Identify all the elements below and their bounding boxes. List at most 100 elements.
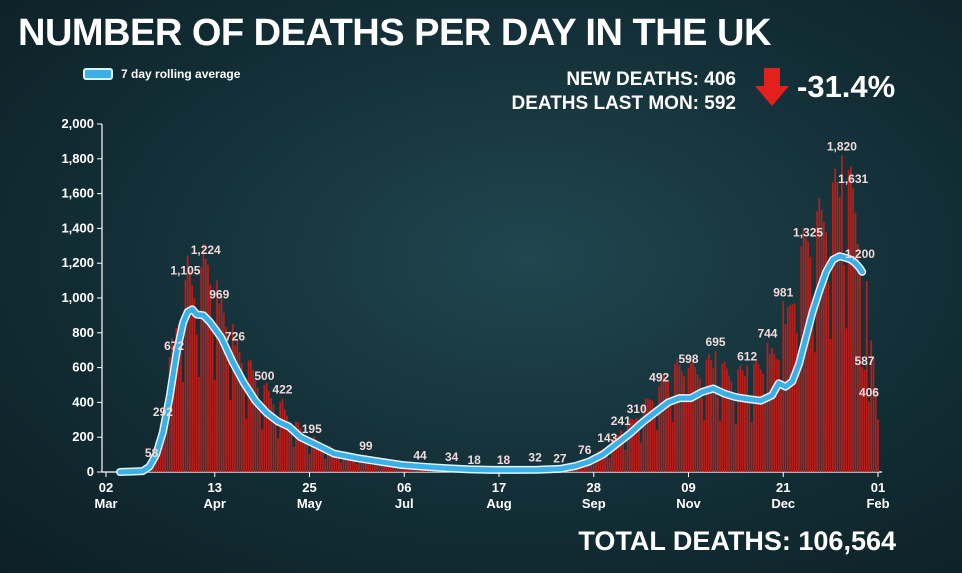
x-tick-label-month: May	[297, 496, 323, 511]
bar	[615, 435, 618, 472]
data-label: 672	[164, 339, 184, 353]
bar	[220, 295, 223, 472]
bar	[299, 427, 302, 472]
bar	[847, 170, 850, 472]
bar	[721, 363, 724, 472]
bar	[216, 280, 218, 472]
bar	[732, 401, 735, 472]
bar	[324, 458, 327, 472]
data-label: 58	[145, 446, 159, 460]
data-label: 18	[497, 453, 511, 467]
bar	[773, 353, 776, 472]
bar	[850, 166, 852, 472]
bar	[610, 438, 613, 472]
bar	[622, 441, 624, 472]
bar	[337, 457, 340, 472]
bar	[164, 413, 166, 472]
bar	[662, 375, 665, 472]
bar	[213, 380, 216, 472]
page-title: NUMBER OF DEATHS PER DAY IN THE UK	[18, 12, 771, 54]
x-tick-label-day: 02	[99, 480, 113, 495]
bar	[795, 332, 798, 472]
bar	[852, 188, 855, 472]
bar	[186, 255, 189, 472]
y-tick-label: 1,000	[61, 290, 94, 305]
data-label: 1,200	[845, 247, 875, 261]
bar	[859, 263, 861, 472]
bar	[360, 455, 363, 472]
bar	[243, 390, 245, 472]
bar	[342, 451, 345, 472]
y-tick-label: 2,000	[61, 116, 94, 131]
x-tick-label-month: Dec	[771, 496, 795, 511]
bar	[301, 432, 304, 472]
bar	[333, 451, 336, 472]
bar	[346, 452, 349, 472]
bar	[258, 407, 261, 472]
bar	[631, 419, 633, 472]
bar	[780, 380, 782, 472]
data-label: 1,325	[793, 225, 823, 239]
bar	[308, 454, 311, 472]
bar	[222, 312, 225, 472]
bar	[272, 404, 275, 472]
y-tick-label: 400	[72, 394, 94, 409]
bar	[658, 386, 661, 472]
last-mon-stat: DEATHS LAST MON: 592	[511, 93, 736, 114]
x-tick-label-day: 25	[302, 480, 316, 495]
bar	[209, 284, 212, 472]
bar	[288, 421, 291, 472]
bar	[599, 449, 602, 472]
new-deaths-stat: NEW DEATHS: 406	[566, 69, 736, 90]
bar	[640, 442, 643, 472]
bar	[177, 324, 180, 472]
bar	[180, 346, 182, 472]
bar	[707, 354, 710, 472]
bar	[854, 212, 857, 472]
bar	[340, 462, 342, 472]
bar	[606, 447, 609, 472]
data-label: 27	[553, 451, 567, 465]
bar	[825, 232, 827, 472]
bar	[798, 371, 800, 472]
bar	[836, 181, 839, 473]
data-label: 612	[737, 350, 757, 364]
bar	[739, 365, 742, 472]
bar	[753, 363, 755, 472]
bar	[166, 425, 169, 472]
bar	[710, 359, 712, 472]
rolling-average-path	[117, 253, 865, 475]
bar	[355, 463, 358, 472]
bar	[647, 398, 649, 472]
bar	[667, 382, 670, 472]
bar	[626, 422, 629, 472]
x-tick-label-day: 13	[208, 480, 222, 495]
data-label: 1,631	[838, 172, 868, 186]
bar	[703, 420, 706, 472]
bar	[687, 367, 690, 472]
bar	[590, 461, 593, 472]
bar	[712, 368, 715, 472]
bar	[601, 449, 604, 472]
bar	[387, 466, 390, 472]
legend-line-swatch	[83, 68, 113, 80]
bar	[617, 435, 620, 472]
x-tick-label-month: Aug	[486, 496, 511, 511]
bar	[730, 381, 733, 472]
bar	[723, 361, 726, 472]
bar	[789, 304, 791, 472]
data-label: 969	[209, 287, 229, 301]
bar	[807, 241, 809, 472]
bar	[592, 464, 595, 472]
data-label: 744	[757, 327, 777, 341]
bar	[870, 340, 873, 472]
bar	[746, 365, 749, 472]
bar	[696, 374, 699, 472]
bar	[173, 355, 176, 472]
bar	[766, 342, 769, 472]
x-tick-label-month: Apr	[204, 496, 226, 511]
bar	[759, 369, 762, 472]
bar	[161, 421, 164, 472]
y-tick-label: 1,600	[61, 186, 94, 201]
bar	[279, 402, 282, 472]
